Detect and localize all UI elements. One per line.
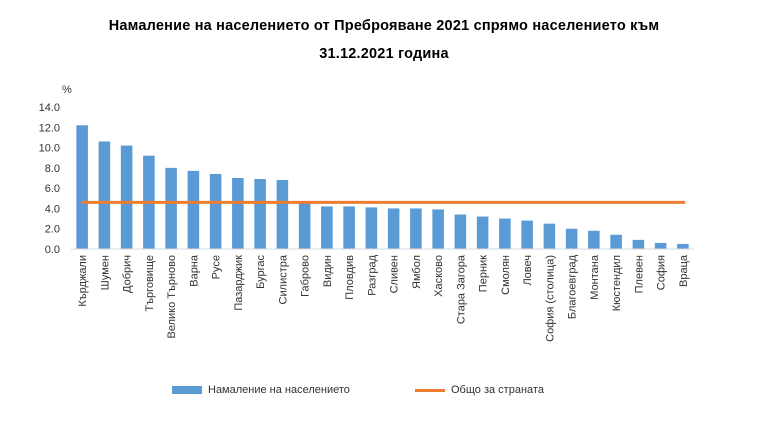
- x-tick-label: Плевен: [633, 255, 645, 293]
- bar-21: [543, 223, 556, 249]
- x-tick-label: Благоевград: [567, 254, 579, 319]
- y-tick-label: 8.0: [45, 163, 60, 175]
- bar-4: [165, 167, 177, 249]
- x-tick-label: Бургас: [255, 255, 267, 289]
- y-tick-label: 2.0: [45, 224, 60, 236]
- x-tick-label: Търговище: [144, 255, 156, 312]
- bar-19: [499, 218, 511, 249]
- bar-26: [654, 242, 667, 249]
- bar-16: [432, 209, 444, 249]
- bar-10: [298, 203, 311, 249]
- bar-12: [343, 206, 355, 249]
- y-tick-label: 0.0: [45, 244, 60, 256]
- y-tick-label: 12.0: [39, 122, 60, 134]
- bar-23: [588, 230, 600, 249]
- x-tick-label: София (столица): [544, 255, 556, 342]
- x-tick-label: Силистра: [277, 254, 289, 304]
- legend-swatch-line: [415, 388, 445, 392]
- x-tick-label: Ловеч: [522, 255, 534, 286]
- x-tick-label: Добрич: [122, 255, 134, 293]
- x-tick-label: Хасково: [433, 255, 445, 297]
- y-axis-unit: %: [62, 84, 72, 96]
- y-tick-label: 10.0: [39, 143, 60, 155]
- chart-title-line1: Намаление на населението от Преброяване …: [108, 18, 660, 34]
- x-tick-label: Кюстендил: [611, 255, 623, 311]
- legend-label-line: Общо за страната: [451, 384, 544, 396]
- bar-18: [476, 216, 489, 249]
- bar-series: [76, 125, 689, 249]
- bar-14: [387, 208, 400, 249]
- x-tick-label: Видин: [322, 255, 334, 287]
- y-axis-ticks: 14.0 12.0 10.0 8.0 6.0 4.0 2.0 0.0: [39, 102, 60, 256]
- bar-17: [454, 214, 467, 249]
- x-tick-label: Пазарджик: [233, 255, 245, 311]
- bar-9: [276, 180, 289, 249]
- x-tick-label: Стара Загора: [455, 254, 467, 324]
- x-tick-label: Русе: [211, 255, 223, 279]
- x-tick-label: Кърджали: [77, 255, 89, 307]
- x-axis-labels: Кърджали Шумен Добрич Търговище Велико Търно…: [77, 254, 690, 342]
- legend-item-line: Общо за страната: [415, 384, 544, 396]
- chart-title-line2: 31.12.2021 година: [319, 46, 449, 62]
- y-tick-label: 4.0: [45, 203, 60, 215]
- x-tick-label: Перник: [478, 255, 490, 292]
- legend-swatch-bar: [172, 386, 202, 394]
- x-tick-label: Варна: [188, 254, 200, 287]
- x-tick-label: Велико Търново: [166, 255, 178, 339]
- x-tick-label: Габрово: [300, 255, 312, 297]
- x-tick-label: Шумен: [99, 255, 111, 290]
- bar-11: [321, 206, 333, 249]
- x-tick-label: София: [656, 255, 668, 290]
- bar-27: [677, 243, 689, 249]
- bar-7: [232, 178, 244, 249]
- y-tick-label: 6.0: [45, 183, 60, 195]
- x-tick-label: Пловдив: [344, 255, 356, 300]
- bar-20: [521, 220, 533, 249]
- bar-0: [76, 125, 88, 249]
- x-tick-label: Разград: [366, 254, 378, 295]
- x-tick-label: Враца: [678, 254, 690, 287]
- bar-2: [120, 145, 133, 249]
- x-tick-label: Сливен: [389, 255, 401, 293]
- bar-8: [254, 179, 266, 249]
- legend-item-bars: Намаление на населението: [172, 384, 350, 396]
- x-tick-label: Смолян: [500, 255, 512, 295]
- y-tick-label: 14.0: [39, 102, 60, 114]
- legend-label-bars: Намаление на населението: [208, 384, 350, 396]
- bar-5: [187, 170, 200, 249]
- bar-25: [632, 239, 645, 249]
- bar-13: [365, 207, 378, 249]
- bar-24: [610, 234, 622, 249]
- bar-22: [565, 228, 578, 249]
- bar-15: [410, 208, 422, 249]
- x-tick-label: Ямбол: [411, 255, 423, 289]
- x-tick-label: Монтана: [589, 254, 601, 300]
- bar-1: [98, 141, 111, 249]
- bar-6: [209, 173, 222, 249]
